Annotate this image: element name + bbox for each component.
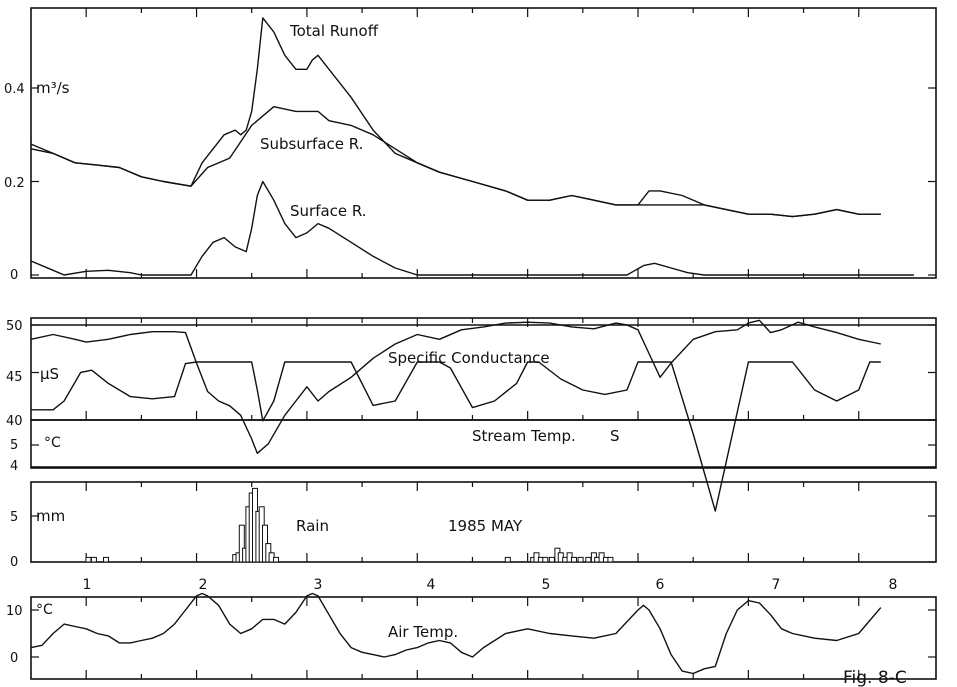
rain-y-tick-labels: 5 0 mm bbox=[10, 507, 65, 570]
rain-bar bbox=[85, 556, 92, 563]
rain-bar bbox=[542, 556, 549, 563]
chart-marks bbox=[30, 8, 936, 679]
rain-bar bbox=[585, 556, 592, 563]
x-tick-label-1: 1 bbox=[83, 577, 92, 593]
rain-label: Rain bbox=[296, 517, 329, 535]
conductance-ytick-50: 50 bbox=[6, 319, 23, 334]
total-runoff-label: Total Runoff bbox=[289, 22, 379, 40]
specific-conductance-label: Specific Conductance bbox=[388, 349, 550, 367]
series-line-surface-r bbox=[30, 180, 914, 276]
rain-bar bbox=[90, 556, 97, 563]
air-temp-label: Air Temp. bbox=[388, 623, 458, 641]
conductance-unit-label: µS bbox=[40, 365, 59, 383]
air-temp-panel-frame bbox=[30, 596, 937, 680]
stream-temp-ytick-4: 4 bbox=[10, 459, 18, 474]
subsurface-runoff-label: Subsurface R. bbox=[260, 135, 363, 153]
rain-ytick-0: 0 bbox=[10, 555, 18, 570]
runoff-ytick-02: 0.2 bbox=[4, 176, 25, 191]
stream-temp-s-label: S bbox=[610, 427, 620, 445]
series-line-air-temp bbox=[30, 592, 882, 675]
stream-temp-panel-frame bbox=[30, 419, 937, 469]
conductance-ytick-45: 45 bbox=[6, 370, 23, 385]
x-tick-label-4: 4 bbox=[427, 577, 436, 593]
rain-bar bbox=[238, 524, 245, 563]
stream-temp-label: Stream Temp. bbox=[472, 427, 576, 445]
series-line-total-runoff bbox=[30, 17, 881, 218]
rain-bar bbox=[273, 556, 279, 563]
conductance-ytick-40: 40 bbox=[6, 414, 23, 429]
x-tick-label-8: 8 bbox=[889, 577, 898, 593]
x-tick-label-5: 5 bbox=[542, 577, 551, 593]
stream-temp-y-tick-labels: 5 4 °C bbox=[10, 435, 61, 474]
stream-temp-ytick-5: 5 bbox=[10, 438, 18, 453]
x-tick-label-2: 2 bbox=[199, 577, 208, 593]
rain-bar bbox=[504, 556, 511, 563]
runoff-unit-label: m³/s bbox=[36, 79, 70, 97]
air-temp-unit-label: °C bbox=[36, 602, 53, 618]
runoff-y-tick-labels: 0 0.2 0.4 m³/s bbox=[4, 79, 70, 283]
rain-bar bbox=[571, 556, 577, 563]
date-label: 1985 MAY bbox=[448, 517, 523, 535]
surface-runoff-label: Surface R. bbox=[290, 202, 367, 220]
air-temp-y-tick-labels: 10 0 °C bbox=[6, 602, 53, 666]
series-line-stream-temp bbox=[31, 361, 881, 512]
air-temp-ytick-0: 0 bbox=[10, 651, 18, 666]
rain-bar bbox=[103, 556, 109, 563]
air-temp-ytick-10: 10 bbox=[6, 604, 23, 619]
series-line-specific-conductance bbox=[30, 319, 881, 454]
x-tick-label-7: 7 bbox=[772, 577, 781, 593]
x-tick-label-3: 3 bbox=[314, 577, 323, 593]
figure-label: Fig. 8-C bbox=[843, 668, 907, 687]
rain-bar bbox=[577, 556, 584, 563]
stream-temp-unit-label: °C bbox=[44, 435, 61, 451]
rain-ytick-5: 5 bbox=[10, 510, 18, 525]
runoff-ytick-04: 0.4 bbox=[4, 82, 25, 97]
x-tick-label-6: 6 bbox=[656, 577, 665, 593]
rain-unit-label: mm bbox=[36, 507, 65, 525]
conductance-y-tick-labels: 50 45 40 µS bbox=[6, 319, 59, 429]
rain-panel-frame bbox=[30, 481, 937, 563]
rain-bar bbox=[607, 556, 614, 563]
series-line-subsurface-r bbox=[30, 106, 881, 218]
rain-bar bbox=[548, 556, 555, 563]
runoff-panel-frame bbox=[30, 7, 937, 279]
x-tick-labels: 1 2 3 4 5 6 7 8 bbox=[83, 577, 898, 593]
runoff-ytick-0: 0 bbox=[10, 268, 18, 283]
